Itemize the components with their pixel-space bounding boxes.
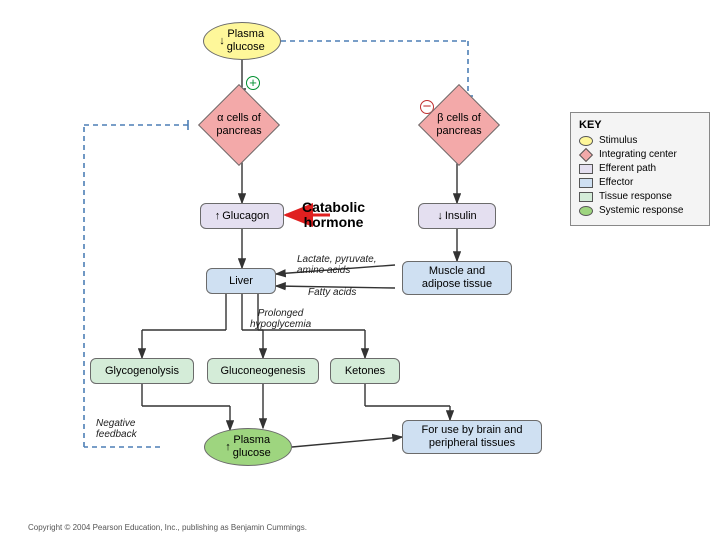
node-gluconeogenesis: Gluconeogenesis xyxy=(207,358,319,384)
key-item: Stimulus xyxy=(579,135,701,146)
key-item: Effector xyxy=(579,177,701,188)
node-liver: Liver xyxy=(206,268,276,294)
key-item: Tissue response xyxy=(579,191,701,202)
node-plasma_glucose_bot: ↑ Plasmaglucose xyxy=(204,428,292,466)
fatty-acids-label: Fatty acids xyxy=(308,287,356,298)
node-insulin: ↓ Insulin xyxy=(418,203,496,229)
neg-feedback-label: Negativefeedback xyxy=(96,418,137,440)
catabolic-hormone-label: Catabolichormone xyxy=(302,200,365,231)
node-glucagon: ↑ Glucagon xyxy=(200,203,284,229)
prolonged-label: Prolongedhypoglycemia xyxy=(250,308,311,330)
key-legend: KEY Stimulus Integrating center Efferent p… xyxy=(570,112,710,226)
plus-icon: + xyxy=(246,76,260,90)
key-item: Integrating center xyxy=(579,149,701,160)
node-muscle_adipose: Muscle andadipose tissue xyxy=(402,261,512,295)
node-beta_cells: β cells ofpancreas xyxy=(430,96,488,154)
node-ketones: Ketones xyxy=(330,358,400,384)
lactate-label: Lactate, pyruvate,amino acids xyxy=(297,254,377,276)
node-glycogenolysis: Glycogenolysis xyxy=(90,358,194,384)
key-item: Systemic response xyxy=(579,205,701,216)
key-item: Efferent path xyxy=(579,163,701,174)
key-title: KEY xyxy=(579,119,701,131)
node-for_use: For use by brain andperipheral tissues xyxy=(402,420,542,454)
node-alpha_cells: α cells ofpancreas xyxy=(210,96,268,154)
copyright-text: Copyright © 2004 Pearson Education, Inc.… xyxy=(28,523,307,532)
node-plasma_glucose_top: ↓ Plasmaglucose xyxy=(203,22,281,60)
